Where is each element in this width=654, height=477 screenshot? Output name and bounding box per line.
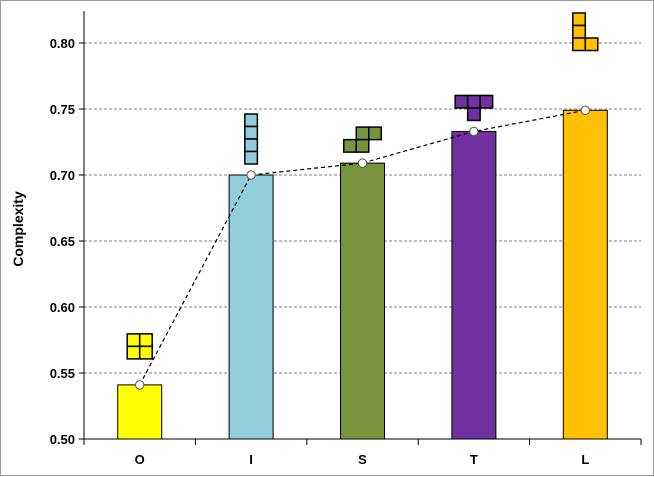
tetromino-cell — [355, 126, 370, 141]
y-axis-label: Complexity — [10, 191, 26, 267]
bar-I — [228, 174, 274, 440]
tetromino-T-icon — [454, 94, 494, 122]
tetromino-cell — [244, 113, 259, 128]
tetromino-cell — [454, 94, 469, 109]
tetromino-cell — [244, 138, 259, 153]
tetromino-cell — [355, 138, 370, 153]
tetromino-cell — [572, 24, 587, 39]
trend-line — [135, 105, 590, 390]
tetromino-cell — [138, 345, 153, 360]
trend-point — [580, 105, 590, 116]
x-tick-label: S — [358, 452, 367, 467]
y-tick-label: 0.60 — [50, 300, 75, 315]
tetromino-cell — [368, 126, 382, 141]
tetromino-cell — [126, 333, 141, 348]
tetromino-cell — [138, 333, 153, 348]
tetromino-cell — [244, 125, 259, 140]
tetromino-cell — [244, 150, 259, 165]
tetromino-cell — [584, 37, 599, 52]
tetromino-L-icon — [572, 12, 599, 52]
tetromino-cell — [572, 12, 587, 27]
tetromino-cell — [479, 94, 494, 109]
tetromino-cell — [466, 94, 481, 109]
tetromino-O-icon — [126, 333, 153, 360]
tetromino-icons — [126, 12, 599, 360]
bar-O — [117, 384, 163, 440]
x-tick-label: O — [135, 452, 145, 467]
gridlines — [84, 42, 641, 374]
trend-point — [246, 170, 256, 180]
tetromino-cell — [572, 37, 587, 52]
trend-point — [469, 126, 479, 137]
x-tick-label: I — [249, 452, 253, 467]
bar-S — [340, 162, 385, 440]
tetromino-I-icon — [244, 113, 259, 165]
y-tick-label: 0.70 — [50, 168, 75, 183]
trend-point — [135, 380, 145, 390]
tetromino-cell — [343, 138, 357, 153]
y-tick-label: 0.50 — [50, 432, 75, 447]
y-axis-ticks: 0.50 0.55 0.60 0.65 0.70 0.75 0.80 — [50, 11, 85, 447]
trend-point — [357, 158, 368, 168]
x-tick-label: T — [470, 452, 478, 467]
y-tick-label: 0.75 — [50, 102, 75, 117]
tetromino-cell — [466, 107, 481, 122]
y-tick-label: 0.65 — [50, 234, 75, 249]
y-tick-label: 0.55 — [50, 366, 75, 381]
bar-T — [451, 130, 497, 440]
bar-L — [562, 109, 608, 440]
tetromino-S-icon — [343, 126, 382, 153]
x-tick-label: L — [581, 452, 589, 467]
y-tick-label: 0.80 — [50, 36, 75, 51]
tetromino-cell — [126, 345, 141, 360]
